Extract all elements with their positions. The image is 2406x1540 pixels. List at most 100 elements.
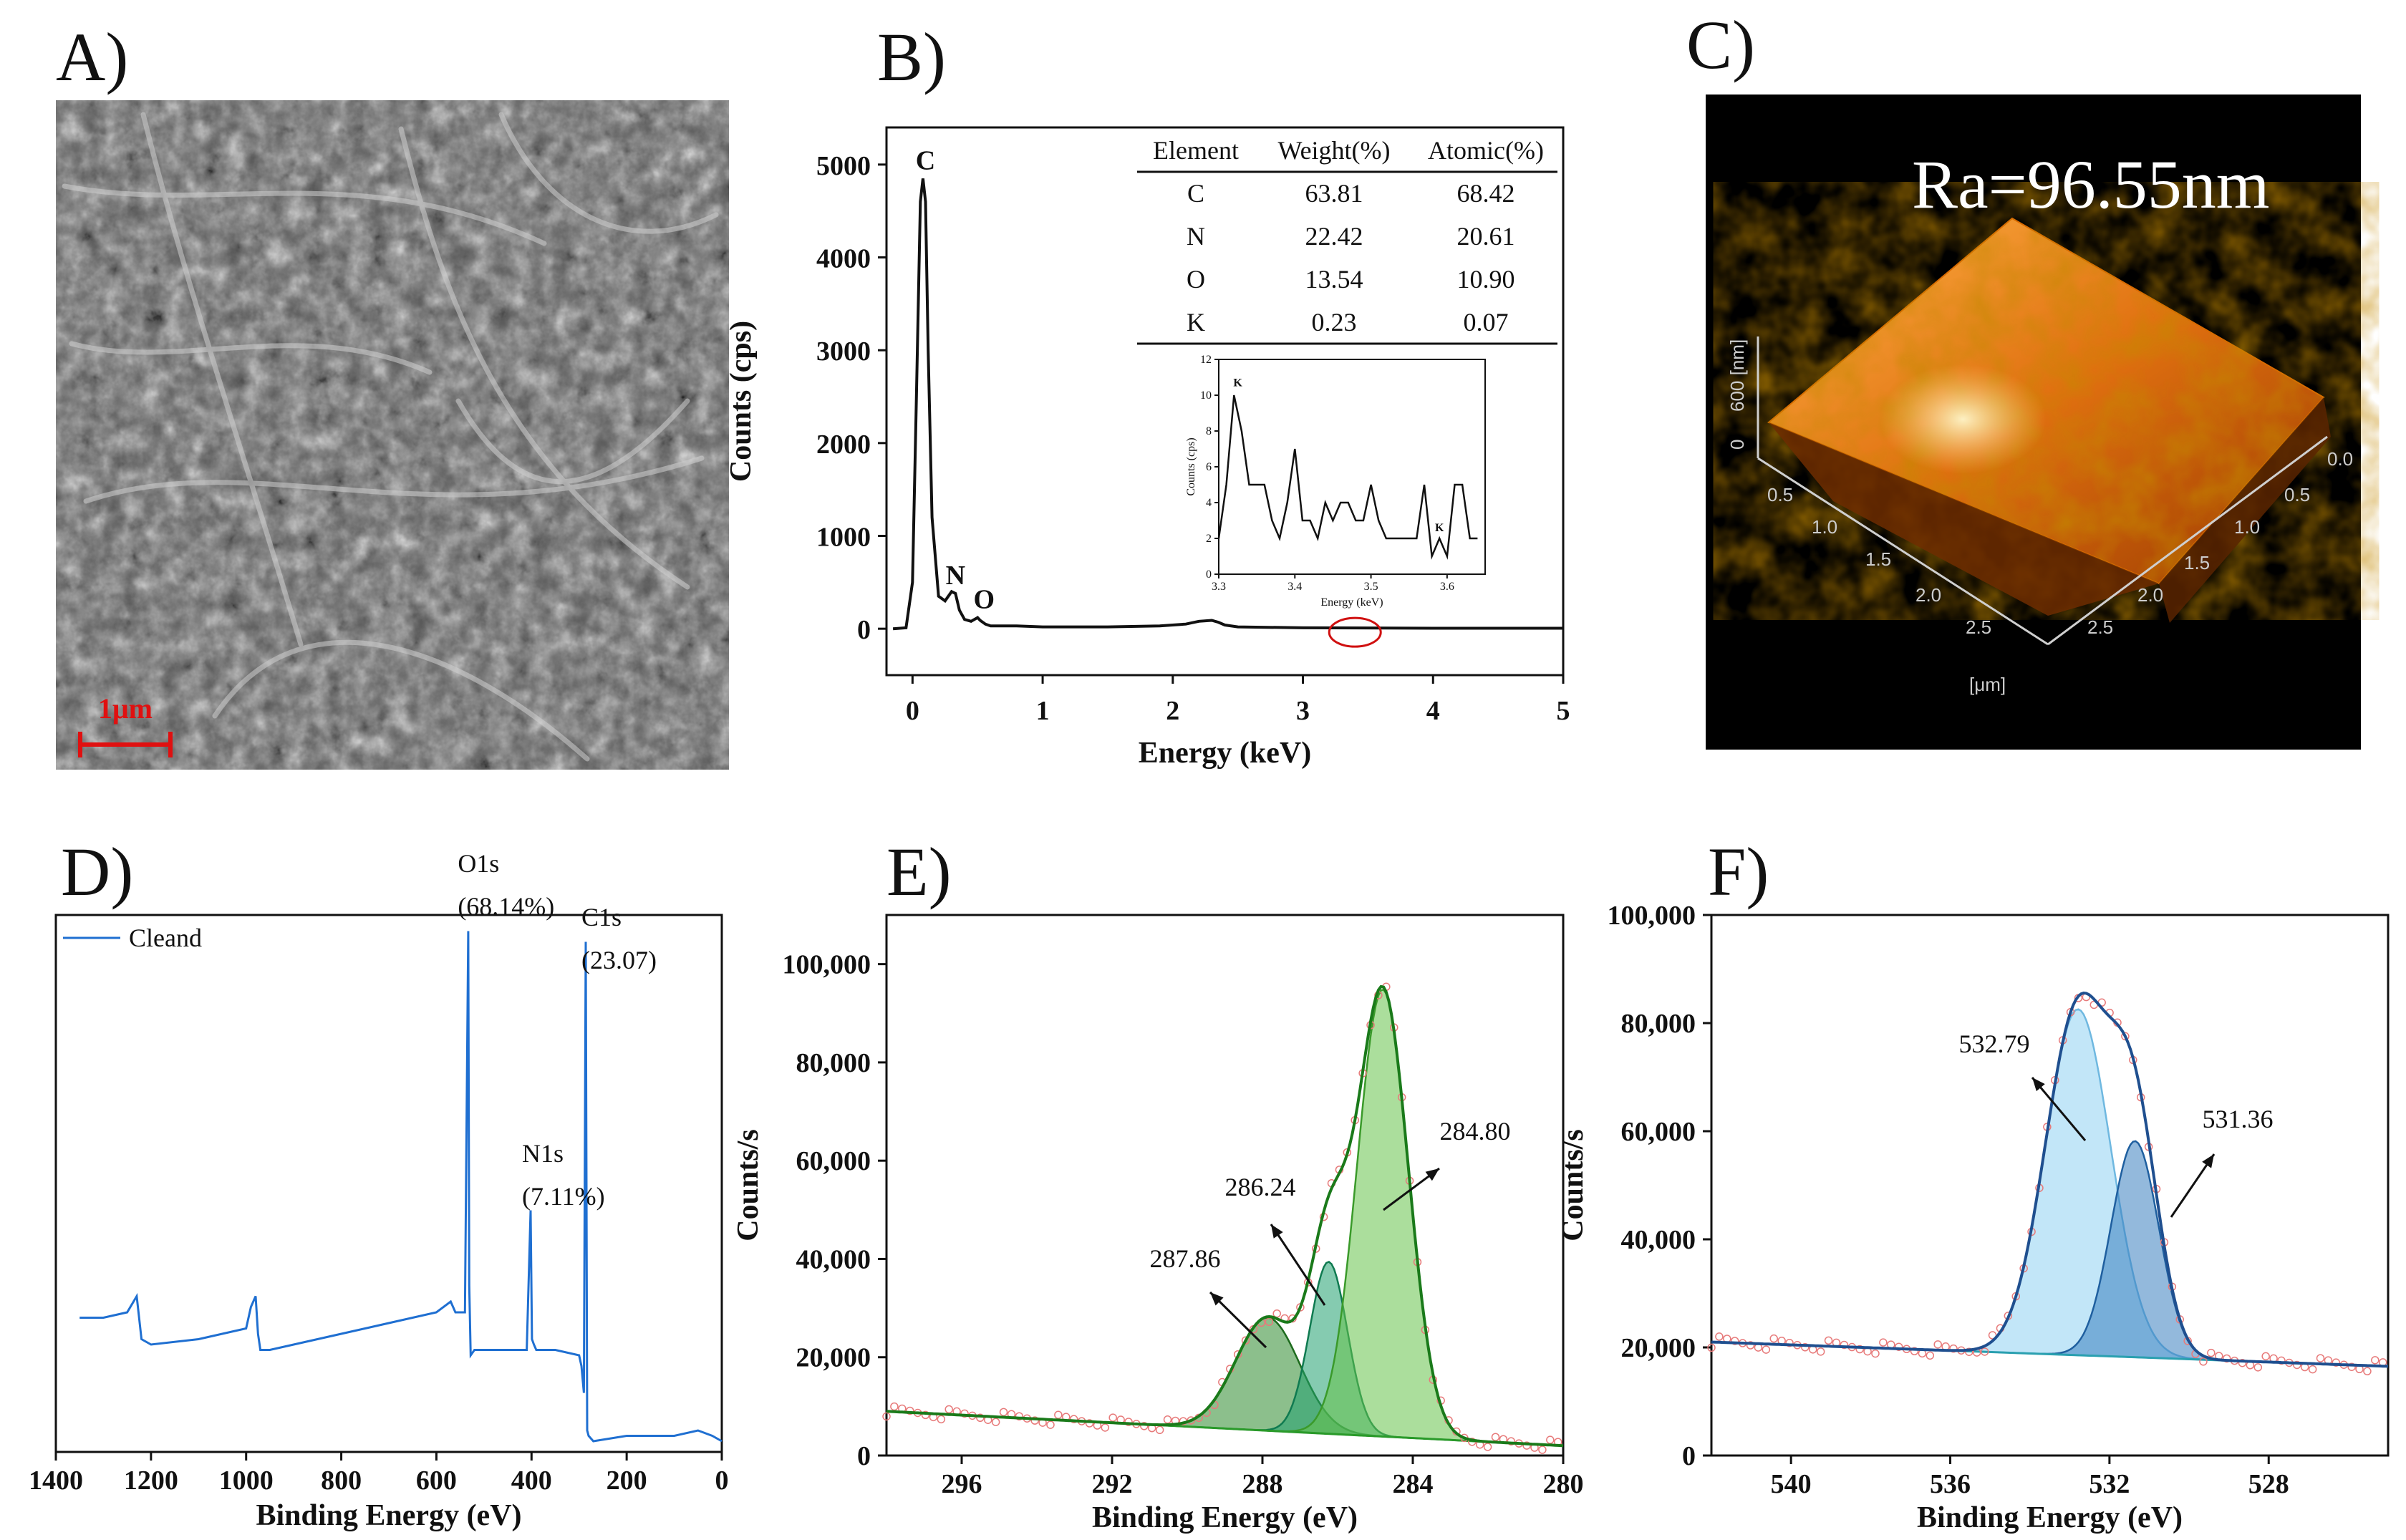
raw-data-point xyxy=(2207,1348,2216,1357)
panel-label-b: B) xyxy=(877,19,946,95)
arrow-head xyxy=(1425,1168,1439,1181)
raw-data-point xyxy=(2293,1360,2301,1370)
raw-data-point xyxy=(1715,1332,1724,1341)
x-tick-label: 1000 xyxy=(219,1466,274,1496)
raw-data-point xyxy=(1241,1336,1250,1345)
x-tick-label: 3 xyxy=(1296,696,1310,726)
peak-annotation: (7.11%) xyxy=(522,1182,605,1211)
y-tick-label: 80,000 xyxy=(796,1048,871,1078)
x-tick-label: 288 xyxy=(1242,1469,1283,1499)
plot-frame xyxy=(885,914,1565,1457)
x-tick-label: 1400 xyxy=(29,1466,83,1496)
raw-data-point xyxy=(960,1409,969,1418)
y-tick-label: 12 xyxy=(1200,354,1212,366)
raw-data-point xyxy=(1840,1340,1849,1350)
eds-inset-chart: 3.3 3.4 3.5 3.6 0 2 4 6 8 10 12 Energy (keV) Counts … xyxy=(1185,354,1486,609)
peak-position-label: 287.86 xyxy=(1150,1244,1221,1273)
y-axis-label: Counts/s xyxy=(732,1129,765,1241)
raw-data-point xyxy=(2238,1358,2247,1367)
y-tick-label: 0 xyxy=(1682,1441,1696,1471)
raw-data-point xyxy=(2121,1032,2130,1041)
x-tick-label: 0 xyxy=(715,1466,729,1496)
raw-data-point xyxy=(1762,1345,1771,1354)
x-tick-label: 2 xyxy=(1166,696,1179,726)
x-tick-label: 3.6 xyxy=(1440,581,1454,593)
x-tick-label: 5 xyxy=(1557,696,1570,726)
table-header-atomic: Atomic(%) xyxy=(1428,136,1544,165)
xps-survey-chart: 1400 1200 1000 800 600 400 200 0 Binding Energy … xyxy=(29,849,729,1532)
peak-arrow xyxy=(1270,1224,1326,1306)
raw-data-point xyxy=(2363,1367,2372,1376)
raw-data-point xyxy=(1785,1338,1794,1347)
x-tick-label: 4 xyxy=(1426,696,1440,726)
raw-data-point xyxy=(1538,1445,1547,1454)
x-tick-label: 540 xyxy=(1771,1469,1812,1499)
raw-data-point xyxy=(1507,1437,1516,1445)
raw-data-point xyxy=(1265,1317,1274,1327)
table-cell: 13.54 xyxy=(1305,265,1363,294)
fit-envelope xyxy=(886,984,1564,1448)
raw-data-point xyxy=(1730,1337,1739,1345)
y-tick-label: 80,000 xyxy=(1621,1009,1696,1039)
raw-data-point xyxy=(1288,1314,1297,1323)
x-tick-label: 1 xyxy=(1036,696,1050,726)
raw-data-point xyxy=(976,1413,985,1423)
x-tick-label: 284 xyxy=(1393,1469,1434,1499)
panel-label-f: F) xyxy=(1708,833,1769,910)
raw-data-point xyxy=(944,1405,953,1414)
x-tick-label: 600 xyxy=(416,1466,457,1496)
series-line-survey xyxy=(79,931,723,1443)
raw-data-point xyxy=(1879,1338,1888,1347)
x-tick-label: 292 xyxy=(1092,1469,1133,1499)
peak-position-label: 531.36 xyxy=(2203,1105,2274,1133)
raw-data-point xyxy=(2371,1356,2380,1365)
peak-label: C xyxy=(916,145,935,175)
peak-position-label: 532.79 xyxy=(1959,1030,2030,1058)
arrow-head xyxy=(1210,1292,1224,1306)
raw-data-point xyxy=(1965,1347,1973,1356)
y-tick-label: 100,000 xyxy=(1608,901,1696,931)
raw-data-point xyxy=(1746,1341,1755,1350)
x-axis-label: Binding Energy (eV) xyxy=(1917,1501,2183,1534)
table-cell: K xyxy=(1187,308,1205,336)
raw-data-point xyxy=(1030,1416,1039,1425)
afm-tick-left: 2.5 xyxy=(1966,616,1991,638)
scale-bar: 1μm xyxy=(78,692,173,757)
raw-data-point xyxy=(1933,1340,1942,1349)
afm-tick-right: 2.0 xyxy=(2137,584,2163,606)
table-cell: 10.90 xyxy=(1457,265,1515,294)
x-axis-label: Energy (keV) xyxy=(1139,737,1311,770)
x-tick-label: 296 xyxy=(942,1469,982,1499)
raw-data-point xyxy=(1069,1415,1078,1423)
raw-data-point xyxy=(1894,1342,1903,1351)
x-axis-label: Energy (keV) xyxy=(1320,596,1383,609)
xps-c1s-chart: 296 292 288 284 280 0 20,000 40,000 60,000 80,000… xyxy=(732,914,1584,1534)
raw-data-point xyxy=(991,1418,1000,1426)
x-tick-label: 536 xyxy=(1930,1469,1971,1499)
raw-data-point xyxy=(2253,1363,2263,1372)
x-tick-label: 3.5 xyxy=(1364,581,1378,593)
y-tick-label: 0 xyxy=(857,615,871,645)
x-axis-label: Binding Energy (eV) xyxy=(256,1499,521,1532)
series-line-eds xyxy=(892,178,1563,631)
raw-data-point xyxy=(1769,1334,1778,1343)
raw-data-point xyxy=(1546,1435,1555,1444)
afm-tick-right: 1.5 xyxy=(2184,552,2210,573)
raw-data-point xyxy=(2277,1356,2286,1365)
y-tick-label: 10 xyxy=(1200,389,1212,402)
raw-data-point xyxy=(1140,1422,1149,1430)
fit-envelope xyxy=(1711,991,2389,1368)
x-tick-label: 3.4 xyxy=(1287,581,1302,593)
plot-frame xyxy=(885,126,1565,677)
afm-roughness: Ra=96.55nm xyxy=(1912,146,2269,223)
afm-z-label: 600 [nm] xyxy=(1726,339,1748,412)
y-tick-label: 2000 xyxy=(816,430,871,460)
y-tick-label: 4 xyxy=(1206,497,1212,509)
afm-z-zero: 0 xyxy=(1726,440,1748,450)
peak-label: N xyxy=(946,561,965,591)
xps-o1s-chart: 540 536 532 528 0 20,000 40,000 60,000 80,000 100… xyxy=(1557,901,2390,1534)
afm-tick-right: 1.0 xyxy=(2234,516,2260,538)
arrow-head xyxy=(2202,1154,2214,1168)
raw-data-point xyxy=(1980,1347,1989,1356)
